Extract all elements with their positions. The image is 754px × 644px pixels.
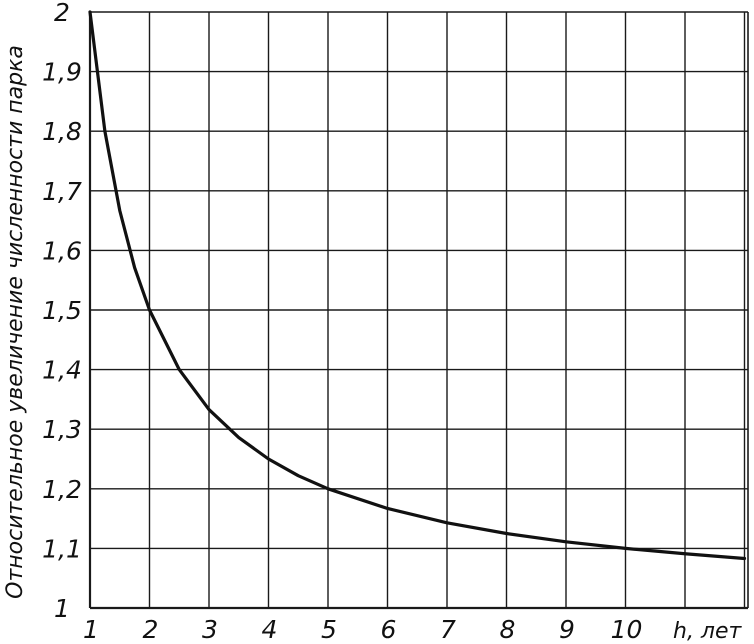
x-tick-label: 8 [500,615,516,644]
y-tick-label: 1,1 [42,534,82,563]
series-line [88,10,747,561]
x-tick-label: 2 [143,615,159,644]
x-tick-label: 9 [559,615,575,644]
x-tick-label: 5 [321,615,337,644]
y-tick-label: 1,4 [42,356,82,385]
y-tick-labels: 1 1,1 1,2 1,3 1,4 1,5 1,6 1,7 1,8 1,9 2 [42,0,82,623]
x-tick-label: 6 [381,615,397,644]
x-axis-title: h, лет [673,619,743,644]
y-tick-label: 1,2 [42,475,82,504]
y-tick-label: 1,7 [42,177,82,206]
x-tick-label: 7 [440,615,456,644]
y-tick-label: 2 [54,0,70,27]
x-tick-labels: 1 2 3 4 5 6 7 8 9 10 [83,615,642,644]
x-tick-label: 1 [83,615,99,644]
x-tick-label: 10 [611,615,643,644]
y-tick-label: 1 [54,594,70,623]
y-tick-label: 1,6 [42,236,82,265]
y-axis-title: Относительное увеличение численности пар… [3,45,28,599]
y-tick-label: 1,3 [42,415,82,444]
y-tick-label: 1,5 [42,296,82,325]
y-tick-label: 1,9 [42,58,82,87]
curve-layer [88,10,747,561]
x-tick-label: 4 [262,615,278,644]
x-tick-label: 3 [202,615,218,644]
y-tick-label: 1,8 [42,117,82,146]
